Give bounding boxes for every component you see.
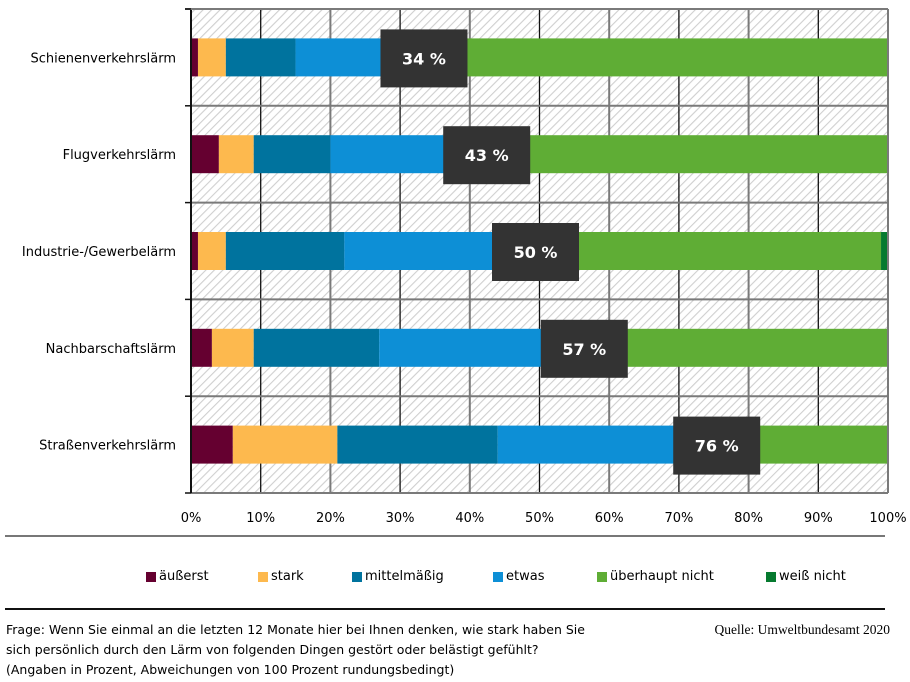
legend-item: stark — [258, 569, 304, 584]
stacked-bar-chart: 34 % 43 % 50 % 57 % 76 % Schienenverkehrslär… — [22, 8, 907, 526]
legend-swatch — [597, 571, 607, 582]
value-annotation: 76 % — [673, 416, 761, 475]
bar-segment — [191, 425, 233, 464]
legend-item: etwas — [493, 569, 544, 584]
x-tick-label: 40% — [455, 511, 484, 526]
annotation-label: 43 % — [465, 146, 509, 165]
footer-separator — [5, 608, 885, 610]
x-tick-label: 70% — [664, 511, 693, 526]
x-tick-label: 30% — [386, 511, 415, 526]
bar-segment — [191, 328, 212, 367]
annotation-label: 76 % — [695, 437, 739, 456]
category-labels: Schienenverkehrslärm Flugverkehrslärm Indu… — [22, 51, 176, 453]
legend-label: etwas — [506, 569, 545, 584]
annotation-box — [492, 223, 579, 281]
legend-label: stark — [271, 569, 304, 584]
legend: äußerst stark mittelmäßig etwas überhaupt ni… — [0, 569, 910, 591]
value-annotation: 43 % — [443, 126, 531, 185]
legend-label: mittelmäßig — [365, 569, 444, 584]
annotation-box — [540, 319, 628, 378]
bar-segment — [588, 328, 888, 367]
bar-segment — [253, 135, 331, 174]
bar-segment — [253, 328, 380, 367]
bar-segment — [218, 135, 254, 174]
legend-swatch — [352, 571, 362, 582]
bar-segment — [881, 232, 888, 270]
bar-segment — [232, 425, 338, 464]
category-label: Nachbarschaftslärm — [46, 342, 176, 357]
annotation-label: 34 % — [402, 49, 446, 68]
bar-segment — [539, 232, 882, 270]
annotation-label: 57 % — [562, 340, 606, 359]
x-tick-labels: 0% 10% 20% 30% 40% 50% 60% 70% 80% 90% 100% — [181, 511, 907, 526]
category-label: Schienenverkehrslärm — [30, 51, 176, 66]
legend-item: mittelmäßig — [352, 569, 444, 584]
legend-label: weiß nicht — [779, 569, 846, 584]
legend-swatch — [258, 571, 268, 582]
value-annotation: 57 % — [540, 319, 628, 378]
bar-segment — [191, 135, 219, 174]
legend-item: überhaupt nicht — [597, 569, 714, 584]
annotation-label: 50 % — [514, 243, 558, 262]
bar-segment — [197, 232, 226, 270]
x-tick-label: 20% — [316, 511, 345, 526]
legend-swatch — [766, 571, 776, 582]
value-annotation: 34 % — [380, 29, 468, 88]
legend-separator-top — [5, 535, 885, 537]
source-label: Quelle: Umweltbundesamt 2020 — [714, 622, 890, 637]
x-tick-label: 90% — [804, 511, 833, 526]
x-tick-label: 60% — [595, 511, 624, 526]
bar-segment — [197, 38, 226, 77]
bar-segment — [191, 38, 198, 77]
footnote: Frage: Wenn Sie einmal an die letzten 12… — [6, 620, 666, 680]
legend-item: äußerst — [146, 569, 209, 584]
legend-label: überhaupt nicht — [610, 569, 714, 584]
value-annotations: 34 % 43 % 50 % 57 % 76 % — [380, 29, 761, 475]
x-tick-label: 50% — [525, 511, 554, 526]
bar-segment — [211, 328, 254, 367]
annotation-box — [380, 29, 468, 88]
category-label: Flugverkehrslärm — [63, 148, 176, 163]
legend-swatch — [493, 571, 503, 582]
bar-segment — [225, 38, 296, 77]
bar-segment — [191, 232, 198, 270]
x-tick-label: 10% — [246, 511, 275, 526]
footnote-line-3: (Angaben in Prozent, Abweichungen von 10… — [6, 662, 455, 677]
category-label: Straßenverkehrslärm — [39, 439, 176, 454]
x-tick-label: 0% — [181, 511, 202, 526]
x-tick-label: 80% — [734, 511, 763, 526]
legend-swatch — [146, 571, 156, 582]
axes — [185, 8, 889, 494]
bar-segment — [490, 135, 888, 174]
annotation-box — [673, 416, 761, 475]
value-annotation: 50 % — [492, 223, 579, 281]
bar-segment — [225, 232, 345, 270]
bar-segment — [337, 425, 498, 464]
legend-item: weiß nicht — [766, 569, 846, 584]
footnote-line-2: sich persönlich durch den Lärm von folge… — [6, 642, 539, 657]
bar-segment — [427, 38, 888, 77]
category-label: Industrie-/Gewerbelärm — [22, 245, 176, 260]
x-tick-label: 100% — [869, 511, 906, 526]
footnote-line-1: Frage: Wenn Sie einmal an die letzten 12… — [6, 622, 585, 637]
legend-label: äußerst — [159, 569, 209, 584]
annotation-box — [443, 126, 531, 185]
